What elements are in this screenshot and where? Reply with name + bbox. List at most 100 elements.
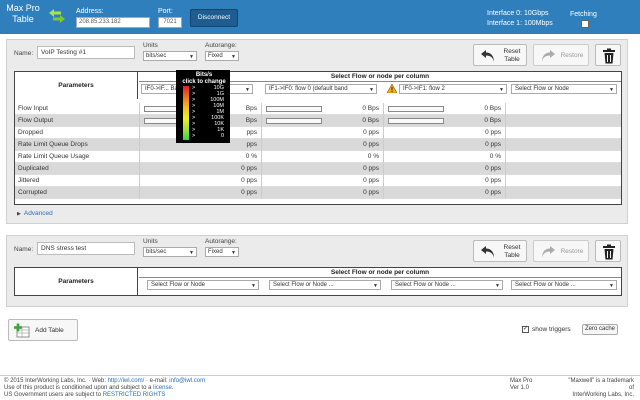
table-cell: 0 pps (139, 163, 261, 175)
cell-value: 0 pps (485, 189, 501, 196)
table-cell: pps (139, 139, 261, 151)
app-title: Max Pro Table (4, 3, 42, 25)
restore-button[interactable]: Restore (533, 44, 589, 66)
scale-level-value: 100K (211, 115, 224, 121)
flow-select-col4-value: Select Flow or Node ... (515, 282, 576, 288)
row-label: Dropped (18, 129, 43, 136)
table-panel-voip: Name: VoIP Testing #1 Units bits/sec ▼ A… (6, 39, 628, 224)
autorange-select[interactable]: Fixed ▼ (205, 51, 239, 61)
cell-value: 0 % (367, 153, 379, 160)
footer-trademark: "Maxwell" is a trademark of InterWorking… (562, 378, 634, 399)
reset-table-button[interactable]: Reset Table (473, 44, 527, 66)
flow-select-col3[interactable]: IF0->IF1: flow 2 ▼ (399, 84, 507, 94)
reset-label-line2: Table (504, 56, 520, 63)
chevron-down-icon: ▼ (609, 87, 614, 93)
chevron-down-icon: ▼ (231, 250, 236, 256)
table-cell: 0 pps (383, 175, 505, 187)
greater-than-glyph: > (192, 127, 196, 133)
units-select-value: bits/sec (146, 249, 167, 255)
fetching-checkbox[interactable] (581, 20, 589, 28)
flow-select-col4[interactable]: Select Flow or Node ... ▼ (511, 280, 617, 290)
reset-label-line1: Reset (503, 48, 521, 55)
trademark-line1: "Maxwell" is a trademark of (568, 378, 634, 391)
address-input[interactable]: 208.85.233.182 (76, 17, 150, 28)
warning-icon (387, 84, 397, 93)
table-cell: 0 pps (139, 175, 261, 187)
add-table-button[interactable]: Add Table (8, 319, 78, 341)
table-cell: 0 pps (261, 175, 383, 187)
greater-than-glyph: > (192, 121, 196, 127)
restore-button[interactable]: Restore (533, 240, 589, 262)
add-table-label: Add Table (35, 327, 64, 334)
reset-label-line1: Reset (503, 244, 521, 251)
units-label: Units (143, 238, 158, 245)
table-row: Flow Output Bps 0 Bps 0 Bps (15, 115, 621, 127)
port-label: Port: (158, 8, 173, 15)
chevron-down-icon: ▼ (251, 283, 256, 289)
table-name-input[interactable]: DNS stress test (37, 242, 135, 255)
row-label: Rate Limit Queue Usage (18, 153, 90, 160)
delete-table-button[interactable] (595, 44, 621, 66)
swap-arrows-icon[interactable] (48, 8, 66, 24)
chevron-down-icon: ▼ (369, 87, 374, 93)
select-flow-header: Select Flow or node per column (139, 268, 621, 278)
table-cell: 0 pps (383, 139, 505, 151)
cell-value: 0 pps (485, 177, 501, 184)
autorange-label: Autorange: (205, 42, 237, 49)
cell-value: pps (246, 129, 257, 136)
scale-popup-title-line1: Bits/s (195, 72, 213, 78)
table-header: Parameters Select Flow or node per colum… (15, 268, 621, 295)
cell-value: 0 pps (485, 141, 501, 148)
table-name-input[interactable]: VoIP Testing #1 (37, 46, 135, 59)
cell-value: 0 Bps (362, 105, 379, 112)
row-label: Rate Limit Queue Drops (18, 141, 88, 148)
flow-select-col2-value: IF1->IF0: flow 0 (default band (269, 86, 348, 92)
cell-value: 0 pps (241, 189, 257, 196)
flow-select-col1[interactable]: Select Flow or Node ▼ (147, 280, 259, 290)
cell-value: 0 Bps (362, 117, 379, 124)
autorange-select-value: Fixed (208, 249, 223, 255)
reset-table-button[interactable]: Reset Table (473, 240, 527, 262)
table-cell: 0 Bps (383, 115, 505, 127)
units-select[interactable]: bits/sec ▼ (143, 51, 197, 61)
table-cell: 0 pps (139, 187, 261, 199)
license-link[interactable]: license (153, 385, 172, 391)
greater-than-glyph: > (192, 85, 196, 91)
delete-table-button[interactable] (595, 240, 621, 262)
table-cell: 0 % (383, 151, 505, 163)
email-link[interactable]: info@iwl.com (169, 378, 206, 384)
table-panel-dns: Name: DNS stress test Units bits/sec ▼ A… (6, 235, 628, 307)
table-cell: 0 Bps (383, 103, 505, 115)
reset-table-label: Reset Table (498, 244, 526, 260)
disconnect-button[interactable]: Disconnect (190, 9, 238, 27)
website-link[interactable]: http://iwl.com/ (107, 378, 145, 384)
chevron-down-icon: ▼ (189, 250, 194, 256)
row-label: Flow Input (18, 105, 48, 112)
scale-popup[interactable]: Bits/s click to change >10G >1G >100M >10M >… (176, 70, 230, 143)
table-cell (505, 139, 621, 151)
rate-bar (266, 106, 322, 112)
greater-than-glyph: > (192, 97, 196, 103)
advanced-toggle[interactable]: ▶ Advanced (17, 210, 53, 217)
units-select[interactable]: bits/sec ▼ (143, 247, 197, 257)
row-label: Jittered (18, 177, 40, 184)
flow-select-col4[interactable]: Select Flow or Node ▼ (511, 84, 617, 94)
restricted-rights-link[interactable]: RESTRICTED RIGHTS (102, 392, 166, 398)
chevron-down-icon: ▼ (189, 54, 194, 60)
flow-select-col2[interactable]: IF1->IF0: flow 0 (default band ▼ (265, 84, 377, 94)
cell-value: Bps (245, 117, 257, 124)
port-input[interactable]: 7021 (158, 17, 182, 28)
zero-cache-button[interactable]: Zero cache (582, 324, 618, 335)
autorange-select[interactable]: Fixed ▼ (205, 247, 239, 257)
restricted-text: US Government users are subject to (4, 392, 102, 398)
cell-value: 0 pps (485, 129, 501, 136)
row-label: Flow Output (18, 117, 54, 124)
flow-select-col3[interactable]: Select Flow or Node ... ▼ (391, 280, 503, 290)
reset-label-line2: Table (504, 252, 520, 259)
product-version: Ver 1.0 (510, 385, 530, 391)
show-triggers-checkbox[interactable]: ✓ (522, 326, 529, 333)
flow-select-col2[interactable]: Select Flow or Node ... ▼ (269, 280, 381, 290)
cell-value: 0 pps (241, 177, 257, 184)
cell-value: 0 % (245, 153, 257, 160)
table-cell (505, 163, 621, 175)
